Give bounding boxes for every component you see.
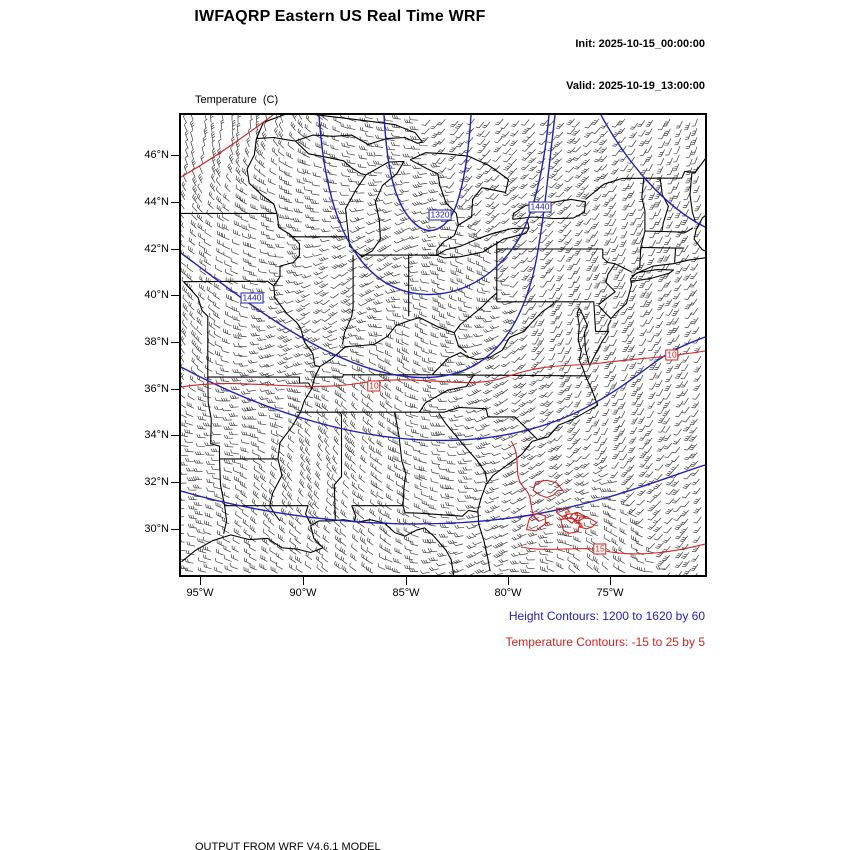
- lat-tick: [171, 529, 179, 530]
- lat-tick-label: 34°N: [144, 429, 169, 441]
- temperature-contour-caption: Temperature Contours: -15 to 25 by 5: [505, 635, 705, 649]
- lat-tick-label: 44°N: [144, 196, 169, 208]
- lat-tick: [171, 202, 179, 203]
- height-contour-label: 1440: [240, 292, 264, 304]
- lat-tick-label: 46°N: [144, 149, 169, 161]
- lat-tick: [171, 249, 179, 250]
- lat-tick-label: 30°N: [144, 523, 169, 535]
- temperature-contour-label: 10: [367, 380, 381, 392]
- init-timestamp: Init: 2025-10-15_00:00:00: [575, 38, 705, 50]
- lon-tick-label: 85°W: [392, 587, 420, 599]
- lon-tick-label: 90°W: [289, 587, 317, 599]
- lat-tick-label: 42°N: [144, 243, 169, 255]
- temperature-contour-label: 15: [593, 543, 607, 555]
- run-timestamps: Init: 2025-10-15_00:00:00 Valid: 2025-10…: [566, 9, 705, 121]
- lon-tick: [610, 577, 611, 585]
- lon-tick-label: 80°W: [494, 587, 522, 599]
- lat-tick-label: 32°N: [144, 476, 169, 488]
- lat-tick-label: 40°N: [144, 289, 169, 301]
- height-contour-label: 1320: [428, 209, 452, 221]
- footer-model-line: OUTPUT FROM WRF V4.6.1 MODEL: [195, 841, 381, 850]
- lon-tick-label: 95°W: [186, 587, 214, 599]
- lat-tick: [171, 482, 179, 483]
- lat-tick: [171, 435, 179, 436]
- lat-tick-label: 36°N: [144, 383, 169, 395]
- page-title: IWFAQRP Eastern US Real Time WRF: [194, 8, 486, 25]
- lat-tick: [171, 389, 179, 390]
- lon-tick: [508, 577, 509, 585]
- valid-timestamp: Valid: 2025-10-19_13:00:00: [566, 80, 705, 92]
- lon-tick: [303, 577, 304, 585]
- map-canvas: [181, 115, 705, 575]
- geography-outlines: [181, 115, 705, 575]
- lon-tick-label: 75°W: [596, 587, 624, 599]
- field-temperature-label: Temperature (C): [195, 94, 279, 106]
- footer: OUTPUT FROM WRF V4.6.1 MODEL WE = 310 ; …: [195, 809, 628, 850]
- lat-tick: [171, 295, 179, 296]
- height-contour-label: 1440: [528, 201, 552, 213]
- lat-tick: [171, 342, 179, 343]
- map-frame: 1320 1440 1440 10 10 15: [179, 113, 707, 577]
- lat-tick: [171, 155, 179, 156]
- height-contour-caption: Height Contours: 1200 to 1620 by 60: [508, 609, 705, 623]
- lon-tick: [200, 577, 201, 585]
- temperature-contour-label: 10: [665, 349, 679, 361]
- height-contours: [181, 115, 705, 525]
- lon-tick: [406, 577, 407, 585]
- lat-tick-label: 38°N: [144, 336, 169, 348]
